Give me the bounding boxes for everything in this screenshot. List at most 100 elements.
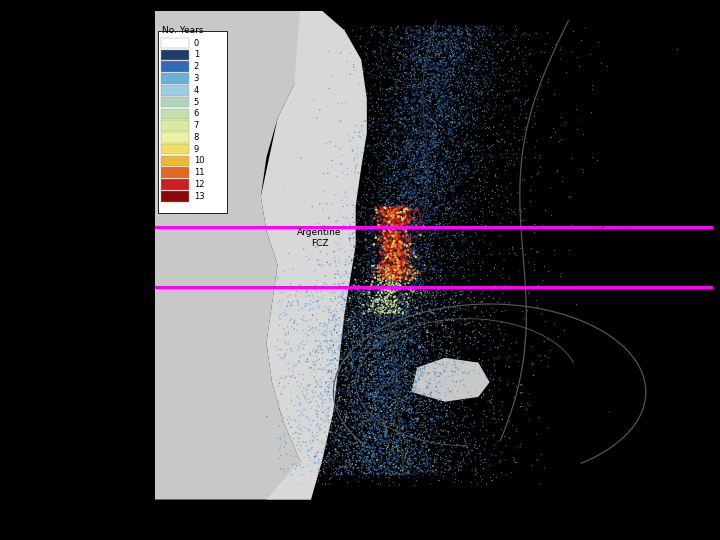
Point xyxy=(414,198,426,207)
Point xyxy=(411,148,423,157)
Point xyxy=(387,374,399,382)
Point xyxy=(397,233,409,241)
Point xyxy=(398,332,410,340)
Point xyxy=(371,463,382,471)
Point xyxy=(396,33,408,42)
Point xyxy=(338,349,349,358)
Point xyxy=(438,446,449,454)
Point xyxy=(385,284,397,293)
Point xyxy=(408,261,420,270)
Point xyxy=(434,117,446,126)
Point xyxy=(377,268,389,276)
Point xyxy=(408,33,420,42)
Point xyxy=(394,237,405,246)
Point xyxy=(352,336,364,345)
Point xyxy=(481,412,492,421)
Point xyxy=(384,302,396,310)
Point xyxy=(278,325,289,333)
Point xyxy=(488,30,500,38)
Point xyxy=(333,464,344,472)
Point xyxy=(391,340,402,348)
Point xyxy=(454,126,466,135)
Point xyxy=(447,371,459,380)
Point xyxy=(409,194,420,203)
Point xyxy=(481,107,492,116)
Point xyxy=(494,44,505,52)
Point xyxy=(372,285,384,294)
Point xyxy=(423,218,435,226)
Point xyxy=(409,190,420,198)
Point xyxy=(373,388,384,396)
Point xyxy=(411,352,423,361)
Point xyxy=(384,470,396,479)
Point xyxy=(432,189,444,198)
Point xyxy=(379,242,391,251)
Point xyxy=(410,259,421,268)
Point xyxy=(346,450,357,459)
Point xyxy=(282,338,294,347)
Point xyxy=(472,389,483,397)
Point xyxy=(361,359,372,368)
Point xyxy=(455,85,467,93)
Point xyxy=(408,91,419,99)
Point xyxy=(386,141,397,150)
Point xyxy=(437,91,449,99)
Point xyxy=(384,447,396,455)
Point xyxy=(282,310,293,319)
Point xyxy=(482,103,493,112)
Point xyxy=(420,105,432,113)
Point xyxy=(267,304,279,313)
Point xyxy=(496,319,508,328)
Point xyxy=(336,99,347,107)
Point xyxy=(454,203,466,212)
Point xyxy=(319,480,330,488)
Point xyxy=(405,69,417,77)
Point xyxy=(387,208,398,217)
Point xyxy=(374,335,386,344)
Point xyxy=(382,122,394,130)
Point xyxy=(395,103,406,112)
Point xyxy=(387,231,398,239)
Point xyxy=(364,345,376,353)
Point xyxy=(400,369,412,377)
Point xyxy=(384,410,395,419)
Point xyxy=(403,104,415,112)
Point xyxy=(330,403,341,412)
Point xyxy=(398,457,410,466)
Point xyxy=(437,245,449,253)
Point xyxy=(469,336,480,345)
Point xyxy=(433,431,445,440)
Point xyxy=(426,321,437,329)
Point xyxy=(333,386,344,395)
Point xyxy=(446,417,458,426)
Point xyxy=(345,309,356,318)
Point xyxy=(458,315,469,323)
Point xyxy=(380,394,392,402)
Point xyxy=(397,306,409,315)
Point xyxy=(349,299,361,307)
Point xyxy=(367,349,379,357)
Point xyxy=(331,328,343,337)
Point xyxy=(499,91,510,99)
Point xyxy=(379,227,390,236)
Point xyxy=(401,335,413,344)
Point xyxy=(389,320,400,329)
Point xyxy=(383,344,395,353)
Point xyxy=(366,211,378,219)
Point xyxy=(481,62,492,71)
Point xyxy=(419,63,431,72)
Point xyxy=(306,328,318,336)
Point xyxy=(416,101,428,110)
Point xyxy=(436,265,448,273)
Point xyxy=(340,327,351,336)
Point xyxy=(315,415,326,423)
Point xyxy=(358,457,369,465)
Point xyxy=(391,377,402,386)
Point xyxy=(393,247,405,256)
Point xyxy=(384,149,395,158)
Point xyxy=(400,266,411,274)
Point xyxy=(392,40,404,49)
Point xyxy=(387,268,398,277)
Point xyxy=(406,66,418,75)
Point xyxy=(462,161,474,170)
